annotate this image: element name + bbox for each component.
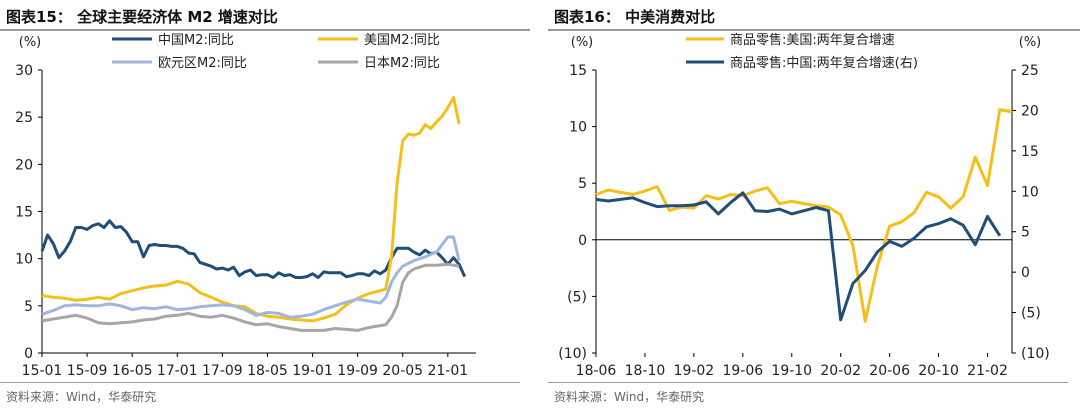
x-tick-label: 19-01 (292, 363, 333, 379)
x-tick-label: 19-06 (722, 363, 763, 379)
y-axis-right-unit: (%) (1019, 35, 1042, 50)
y-tick-label: 30 (15, 63, 33, 79)
chart-title: 图表15： 全球主要经济体 M2 增速对比 (6, 8, 278, 26)
x-tick-label: 18-06 (576, 363, 617, 379)
series-line (41, 235, 461, 319)
bottom-divider (0, 382, 520, 383)
x-tick-label: 18-05 (247, 363, 288, 379)
y-left-tick-label: 0 (578, 233, 587, 249)
y-left-tick-label: 10 (569, 120, 587, 136)
y-left-tick-label: 15 (569, 63, 587, 79)
y-axis-unit: (%) (19, 35, 42, 50)
legend-label: 日本M2:同比 (364, 56, 440, 71)
series-line (595, 191, 1002, 322)
source-note: 资料来源：Wind，华泰研究 (554, 390, 705, 404)
y-right-tick-label: (10) (1021, 346, 1050, 362)
y-right-tick-label: (5) (1021, 306, 1041, 322)
y-right-tick-label: 10 (1021, 184, 1039, 200)
series-line (41, 262, 460, 332)
legend-label: 商品零售:中国:两年复合增速(右) (730, 55, 918, 71)
legend-label: 美国M2:同比 (364, 33, 440, 48)
series-line (40, 219, 467, 279)
series-line (595, 108, 1013, 323)
y-tick-label: 10 (15, 252, 33, 268)
legend-label: 中国M2:同比 (158, 33, 234, 48)
x-tick-label: 20-06 (869, 363, 910, 379)
y-right-tick-label: 5 (1021, 225, 1030, 241)
legend-label: 欧元区M2:同比 (158, 56, 247, 71)
x-tick-label: 21-02 (967, 363, 1008, 379)
y-axis-left-unit: (%) (571, 35, 594, 50)
x-tick-label: 20-10 (918, 363, 959, 379)
y-tick-label: 20 (15, 157, 33, 173)
x-tick-label: 15-01 (22, 363, 63, 379)
y-left-tick-label: (10) (558, 346, 587, 362)
x-tick-label: 19-02 (674, 363, 715, 379)
series-line (41, 95, 461, 323)
y-tick-label: 0 (24, 346, 33, 362)
chart-panel-m2: 图表15： 全球主要经济体 M2 增速对比 (%) 0 5 10 15 20 25 30 15-… (0, 0, 530, 412)
y-tick-label: 5 (24, 299, 33, 315)
y-left-tick-label: 5 (578, 176, 587, 192)
title-divider (548, 29, 1080, 31)
bottom-divider (548, 382, 1068, 383)
y-right-tick-label: 20 (1021, 103, 1039, 119)
y-tick-label: 25 (15, 110, 33, 126)
y-right-tick-label: 25 (1021, 63, 1039, 79)
consumption-line-chart: (%) (%) (10) (5) 0 5 10 15 (10) (5) 0 5 10 15 20 25 18-0… (558, 32, 1050, 379)
chart-title: 图表16： 中美消费对比 (554, 8, 716, 26)
x-tick-label: 21-01 (427, 363, 468, 379)
x-tick-label: 20-05 (382, 363, 423, 379)
y-left-tick-label: (5) (567, 289, 587, 305)
legend-label: 商品零售:美国:两年复合增速 (730, 32, 895, 48)
chart-panel-consumption: 图表16： 中美消费对比 (%) (%) (10) (5) 0 5 10 15 (10) (5) 0… (548, 0, 1080, 412)
x-tick-label: 16-05 (112, 363, 153, 379)
x-tick-label: 17-01 (157, 363, 198, 379)
y-right-tick-label: 0 (1021, 265, 1030, 281)
x-tick-label: 17-09 (202, 363, 243, 379)
x-tick-label: 20-02 (820, 363, 861, 379)
x-tick-label: 19-09 (337, 363, 378, 379)
title-divider (0, 29, 530, 31)
m2-growth-line-chart: (%) 0 5 10 15 20 25 30 15-01 15-09 16-05 17-01 17-09… (15, 33, 476, 379)
x-tick-label: 19-10 (771, 363, 812, 379)
y-tick-label: 15 (15, 205, 33, 221)
y-right-tick-label: 15 (1021, 144, 1039, 160)
x-tick-label: 15-09 (67, 363, 108, 379)
x-tick-label: 18-10 (625, 363, 666, 379)
source-note: 资料来源：Wind，华泰研究 (6, 390, 157, 404)
